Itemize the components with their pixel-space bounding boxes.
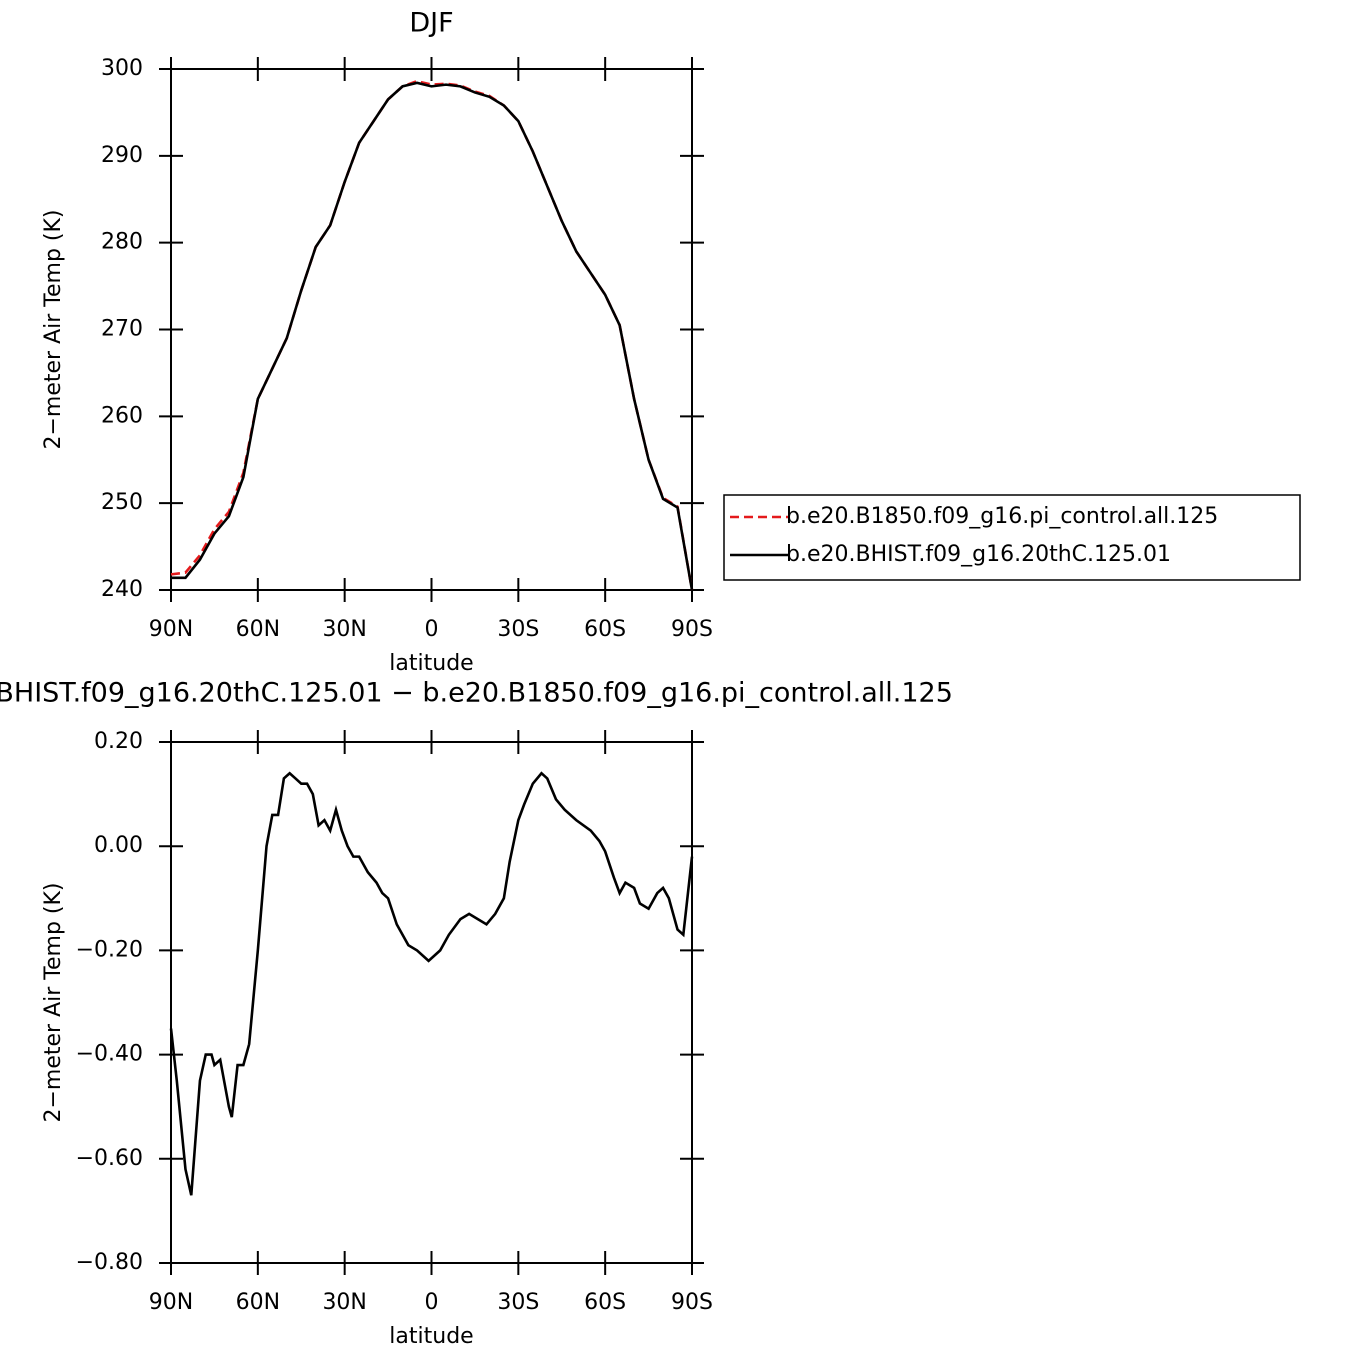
data-line xyxy=(170,79,694,591)
y-tick-label: 300 xyxy=(101,56,143,81)
x-tick-label: 60S xyxy=(584,617,626,642)
y-tick-label: 250 xyxy=(101,490,143,515)
x-axis-label: latitude xyxy=(389,1324,473,1349)
y-axis-label: 2−meter Air Temp (K) xyxy=(41,882,66,1122)
x-tick-label: 0 xyxy=(425,617,439,642)
legend-label: b.e20.BHIST.f09_g16.20thC.125.01 xyxy=(786,542,1171,567)
legend-label: b.e20.B1850.f09_g16.pi_control.all.125 xyxy=(786,504,1218,529)
plot-frame xyxy=(170,741,693,1264)
y-axis-label: 2−meter Air Temp (K) xyxy=(41,209,66,449)
x-tick-label: 90N xyxy=(149,617,193,642)
y-tick-label: 240 xyxy=(101,577,143,602)
x-tick-label: 30S xyxy=(497,617,539,642)
y-tick-label: 280 xyxy=(101,230,143,255)
x-tick-label: 30S xyxy=(497,1290,539,1315)
y-tick-label: 290 xyxy=(101,143,143,168)
y-tick-label: 0.00 xyxy=(94,833,143,858)
x-tick-label: 60S xyxy=(584,1290,626,1315)
x-tick-label: 0 xyxy=(425,1290,439,1315)
x-tick-label: 90N xyxy=(149,1290,193,1315)
data-line xyxy=(169,771,694,1196)
chart-title: DJF xyxy=(409,8,453,39)
x-tick-label: 60N xyxy=(236,617,280,642)
plot-frame xyxy=(170,68,693,591)
x-tick-label: 30N xyxy=(322,617,366,642)
chart-title: b.e20.BHIST.f09_g16.20thC.125.01 − b.e20… xyxy=(0,678,953,709)
data-line xyxy=(171,81,694,591)
x-axis-label: latitude xyxy=(389,651,473,676)
y-tick-label: −0.20 xyxy=(76,937,143,962)
y-tick-label: 260 xyxy=(101,403,143,428)
y-tick-label: 0.20 xyxy=(94,729,143,754)
x-tick-label: 30N xyxy=(322,1290,366,1315)
y-tick-label: 270 xyxy=(101,317,143,342)
y-tick-label: −0.40 xyxy=(76,1042,143,1067)
x-tick-label: 90S xyxy=(671,1290,713,1315)
x-tick-label: 90S xyxy=(671,617,713,642)
y-tick-label: −0.80 xyxy=(76,1250,143,1275)
x-tick-label: 60N xyxy=(236,1290,280,1315)
y-tick-label: −0.60 xyxy=(76,1146,143,1171)
legend-box xyxy=(723,494,1301,581)
